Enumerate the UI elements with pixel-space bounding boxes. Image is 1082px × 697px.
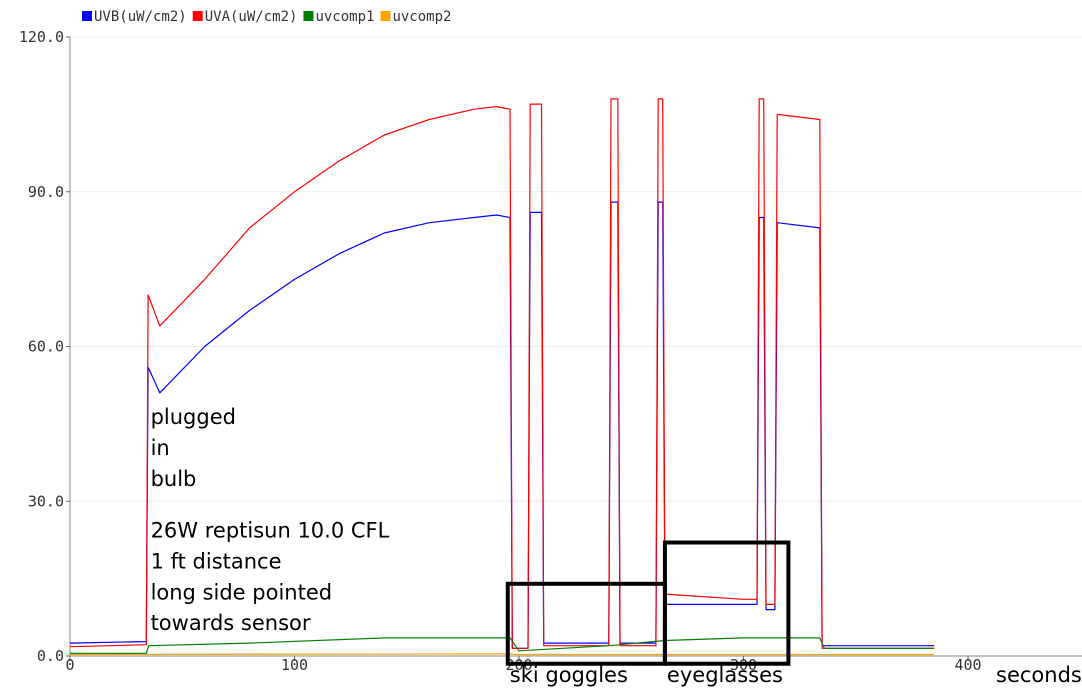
grid-lines	[70, 36, 1082, 502]
y-ticks: 0.0 30.0 60.0 90.0 120.0	[19, 28, 70, 665]
legend-swatch	[192, 11, 203, 21]
y-tick-label: 120.0	[19, 28, 64, 46]
annotation-text: towards sensor	[151, 611, 311, 635]
annotation-text: bulb	[151, 467, 197, 491]
series-line-uvcomp2	[69, 653, 935, 656]
legend-label: uvcomp2	[392, 9, 451, 25]
legend-swatch	[380, 11, 391, 21]
x-tick-label: 100	[281, 656, 308, 674]
series-line-uva-uw-cm2	[69, 98, 935, 649]
eyeglasses-box	[662, 540, 791, 666]
legend-swatch	[82, 11, 92, 21]
legend-label: UVB(uW/cm2)	[94, 9, 187, 25]
x-tick-label: 400	[954, 656, 981, 674]
annotation-text: in	[151, 436, 170, 460]
x-ticks: 0 100 200 300 400	[65, 656, 982, 674]
x-axis-label: seconds	[996, 663, 1082, 687]
y-tick-label: 90.0	[28, 183, 64, 201]
y-tick-label: 60.0	[28, 338, 64, 356]
annotations: plugged in bulb 26W reptisun 10.0 CFL 1 ft d…	[151, 405, 783, 687]
annotation-text: eyeglasses	[667, 663, 783, 687]
ski-goggles-box	[505, 581, 667, 666]
series-line-uvcomp1	[70, 637, 935, 654]
annotation-text: ski goggles	[510, 663, 628, 687]
annotation-text: long side pointed	[151, 580, 333, 604]
y-tick-label: 0.0	[37, 647, 64, 665]
x-tick-label: 0	[65, 656, 74, 674]
legend-label: UVA(uW/cm2)	[205, 9, 298, 25]
annotation-boxes	[505, 540, 791, 666]
y-tick-label: 30.0	[28, 492, 64, 510]
annotation-text: 26W reptisun 10.0 CFL	[151, 518, 390, 542]
legend: UVB(uW/cm2) UVA(uW/cm2) uvcomp1 uvcomp2	[82, 9, 451, 25]
annotation-text: 1 ft distance	[151, 549, 282, 573]
legend-swatch	[303, 11, 314, 21]
legend-label: uvcomp1	[315, 9, 374, 25]
series-lines	[69, 98, 935, 656]
annotation-text: plugged	[151, 405, 236, 429]
